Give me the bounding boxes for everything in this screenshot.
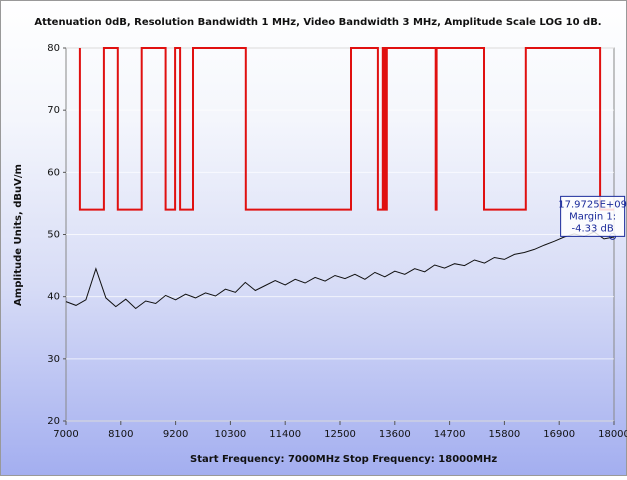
x-tick-label: 12500 (324, 429, 356, 440)
x-tick-label: 13600 (379, 429, 411, 440)
y-tick-label: 60 (47, 167, 60, 178)
y-tick-label: 50 (47, 230, 60, 241)
x-tick-label: 18000 (598, 429, 627, 440)
y-tick-label: 30 (47, 354, 60, 365)
annotation-text: -4.33 dB (571, 223, 613, 234)
annotation-box (560, 195, 626, 237)
x-tick-label: 9200 (163, 429, 188, 440)
annotation-text: Margin 1: (569, 211, 616, 222)
footer-stop: Stop Frequency: 18000MHz (343, 454, 498, 465)
series-line (78, 47, 614, 211)
y-tick-label: 80 (47, 43, 60, 54)
x-tick-label: 8100 (108, 429, 133, 440)
chart-title: Attenuation 0dB, Resolution Bandwidth 1 … (34, 17, 601, 28)
x-tick-label: 16900 (543, 429, 575, 440)
y-tick-label: 20 (47, 416, 60, 427)
series-line (65, 231, 615, 310)
annotation-text: 17.9725E+09 (558, 199, 627, 210)
y-tick-label: 40 (47, 292, 60, 303)
y-axis-label: Amplitude Units, dBuV/m (13, 164, 24, 306)
x-tick-label: 10300 (214, 429, 246, 440)
x-tick-label: 15800 (488, 429, 520, 440)
footer-start: Start Frequency: 7000MHz (190, 454, 340, 465)
x-tick-label: 14700 (434, 429, 466, 440)
x-tick-label: 7000 (53, 429, 78, 440)
y-tick-label: 70 (47, 105, 60, 116)
x-tick-label: 11400 (269, 429, 301, 440)
